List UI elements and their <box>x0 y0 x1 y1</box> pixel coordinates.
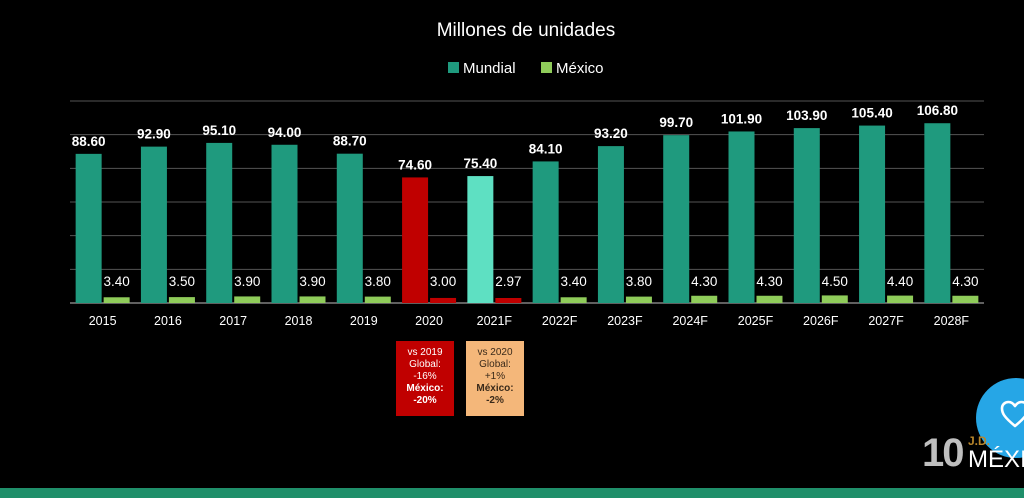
label-mexico-2026F: 4.50 <box>822 274 848 289</box>
x-tick-2016: 2016 <box>154 314 182 328</box>
bar-chart: Millones de unidades Mundial México 88.6… <box>70 20 984 328</box>
data-labels: 88.60 3.40 92.90 3.50 95.10 3.90 94.00 3.90 88.7… <box>72 103 979 289</box>
bar-mexico-2015 <box>103 297 130 303</box>
label-mexico-2027F: 4.40 <box>887 274 913 289</box>
note-2020-line2: Global: <box>409 359 441 370</box>
logo-number: 10 <box>922 431 964 475</box>
label-mundial-2024F: 99.70 <box>659 115 693 130</box>
label-mundial-2019: 88.70 <box>333 134 367 149</box>
bar-mundial-2024F <box>663 135 690 303</box>
bar-mundial-2026F <box>793 128 820 303</box>
legend-swatch-mundial <box>448 62 459 73</box>
x-tick-2027F: 2027F <box>868 314 904 328</box>
bar-mexico-2023F <box>625 296 652 303</box>
label-mundial-2025F: 101.90 <box>721 111 762 126</box>
note-2020-line4: México: <box>406 383 444 394</box>
legend-swatch-mexico <box>541 62 552 73</box>
bar-mundial-2021F <box>467 176 494 303</box>
label-mundial-2022F: 84.10 <box>529 141 563 156</box>
bar-mexico-2020 <box>430 297 457 303</box>
label-mexico-2021F: 2.97 <box>495 274 521 289</box>
label-mundial-2016: 92.90 <box>137 127 171 142</box>
bar-mexico-2026F <box>821 295 848 303</box>
note-2020-comparison: vs 2019 Global: -16% México: -20% <box>396 341 454 416</box>
label-mexico-2028F: 4.30 <box>952 274 978 289</box>
bar-mexico-2016 <box>168 297 195 303</box>
logo-country: MÉXICO <box>968 446 1024 473</box>
legend: Mundial México <box>448 60 604 77</box>
bar-mexico-2018 <box>299 296 326 303</box>
x-tick-2015: 2015 <box>89 314 117 328</box>
bar-mundial-2019 <box>336 153 363 303</box>
label-mundial-2028F: 106.80 <box>917 103 958 118</box>
x-tick-2021F: 2021F <box>477 314 513 328</box>
x-tick-labels: 2015 2016 2017 2018 2019 2020 2021F 2022F 2023F 2… <box>89 314 970 328</box>
label-mundial-2023F: 93.20 <box>594 126 628 141</box>
note-2020-line5: -20% <box>413 395 437 406</box>
x-tick-2018: 2018 <box>285 314 313 328</box>
label-mundial-2026F: 103.90 <box>786 108 827 123</box>
x-tick-2023F: 2023F <box>607 314 643 328</box>
label-mexico-2023F: 3.80 <box>626 274 652 289</box>
bar-mundial-2020 <box>402 177 429 303</box>
jd-mexico-logo: 10 J.D. MÉXICO <box>922 432 1024 474</box>
label-mexico-2015: 3.40 <box>104 274 130 289</box>
x-tick-2020: 2020 <box>415 314 443 328</box>
note-2021-line5: -2% <box>486 395 504 406</box>
label-mexico-2016: 3.50 <box>169 274 195 289</box>
bar-mundial-2028F <box>924 123 951 303</box>
label-mexico-2017: 3.90 <box>234 274 260 289</box>
note-2021-line4: México: <box>476 383 514 394</box>
bar-mundial-2023F <box>597 146 624 303</box>
label-mexico-2018: 3.90 <box>299 274 325 289</box>
x-tick-2025F: 2025F <box>738 314 774 328</box>
bar-mundial-2022F <box>532 161 559 303</box>
label-mundial-2020: 74.60 <box>398 157 432 172</box>
x-tick-2026F: 2026F <box>803 314 839 328</box>
note-2020-line1: vs 2019 <box>407 347 443 358</box>
legend-label-mundial: Mundial <box>463 60 516 77</box>
bar-mexico-2024F <box>691 295 718 303</box>
bar-mundial-2015 <box>75 153 102 303</box>
x-tick-2028F: 2028F <box>934 314 970 328</box>
bar-mexico-2017 <box>234 296 261 303</box>
note-2021-line3: +1% <box>484 371 506 382</box>
note-2021-line2: Global: <box>479 359 511 370</box>
x-tick-2024F: 2024F <box>672 314 708 328</box>
label-mexico-2022F: 3.40 <box>561 274 587 289</box>
bars <box>75 123 979 304</box>
bar-mexico-2028F <box>952 295 979 303</box>
label-mexico-2025F: 4.30 <box>756 274 782 289</box>
x-tick-2019: 2019 <box>350 314 378 328</box>
label-mundial-2015: 88.60 <box>72 134 106 149</box>
label-mexico-2019: 3.80 <box>365 274 391 289</box>
label-mundial-2018: 94.00 <box>268 125 302 140</box>
bar-mundial-2018 <box>271 144 298 303</box>
label-mundial-2021F: 75.40 <box>463 156 497 171</box>
label-mexico-2024F: 4.30 <box>691 274 717 289</box>
x-tick-2022F: 2022F <box>542 314 578 328</box>
bar-mundial-2017 <box>206 142 233 303</box>
bottom-accent-bar <box>0 488 1024 498</box>
note-2020-line3: -16% <box>413 371 437 382</box>
bar-mundial-2025F <box>728 131 755 303</box>
bar-mundial-2027F <box>859 125 886 304</box>
bar-mundial-2016 <box>140 146 167 303</box>
label-mundial-2027F: 105.40 <box>851 106 892 121</box>
label-mexico-2020: 3.00 <box>430 274 456 289</box>
bar-mexico-2025F <box>756 295 783 303</box>
logo-brand: J.D. <box>968 434 991 448</box>
bar-mexico-2019 <box>364 296 391 303</box>
x-tick-2017: 2017 <box>219 314 247 328</box>
bar-mexico-2022F <box>560 297 587 303</box>
note-2021-line1: vs 2020 <box>477 347 513 358</box>
bar-mexico-2021F <box>495 298 522 303</box>
legend-label-mexico: México <box>556 60 604 77</box>
chart-title: Millones de unidades <box>437 20 616 41</box>
label-mundial-2017: 95.10 <box>202 123 236 138</box>
bar-mexico-2027F <box>887 295 914 303</box>
note-2021-comparison: vs 2020 Global: +1% México: -2% <box>466 341 524 416</box>
heart-icon <box>1000 400 1024 428</box>
